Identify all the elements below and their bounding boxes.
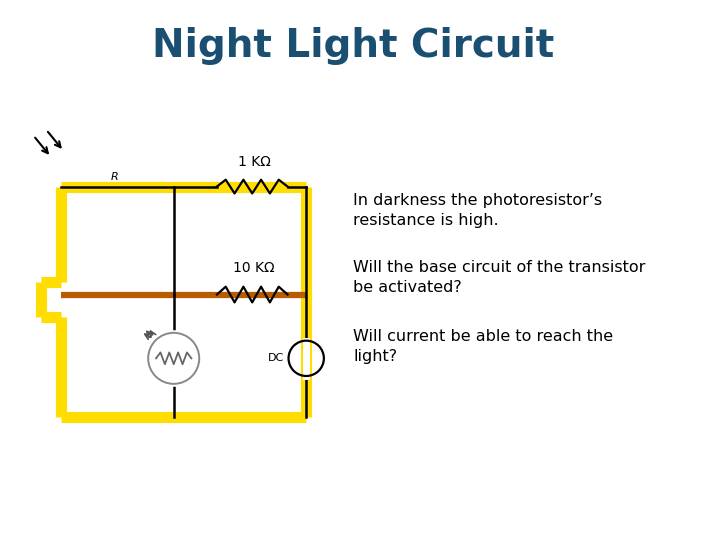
Text: Will current be able to reach the
light?: Will current be able to reach the light? bbox=[354, 329, 613, 363]
Text: In darkness the photoresistor’s
resistance is high.: In darkness the photoresistor’s resistan… bbox=[354, 193, 603, 228]
Text: R: R bbox=[111, 172, 119, 181]
Text: Night Light Circuit: Night Light Circuit bbox=[152, 27, 554, 65]
Text: Will the base circuit of the transistor
be activated?: Will the base circuit of the transistor … bbox=[354, 260, 646, 295]
Text: DC: DC bbox=[269, 353, 284, 363]
Text: 10 KΩ: 10 KΩ bbox=[233, 261, 275, 275]
Text: 1 KΩ: 1 KΩ bbox=[238, 155, 271, 169]
